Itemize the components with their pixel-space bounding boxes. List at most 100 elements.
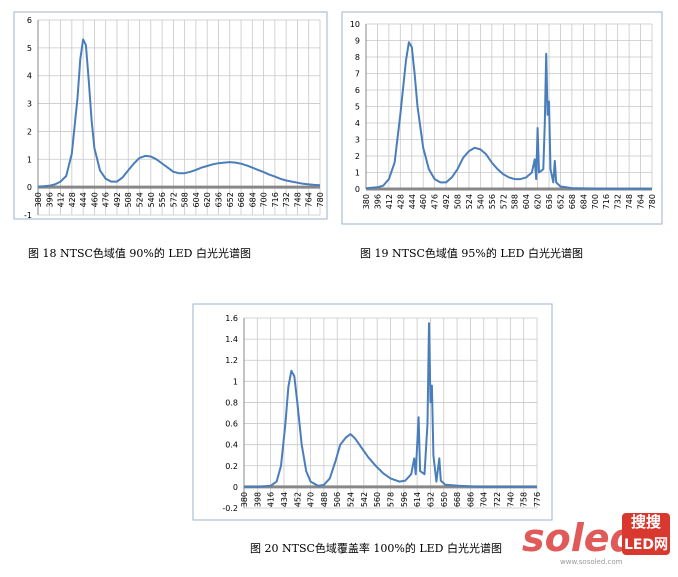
caption: 图 20 NTSC色域覆盖率 100%的 LED 白光光谱图 [250,541,502,555]
x-tick-label: 492 [442,194,451,209]
x-tick-label: 444 [408,194,417,209]
x-tick-label: 722 [493,492,502,507]
x-tick-label: 614 [413,492,422,507]
x-tick-label: 588 [181,192,190,207]
y-tick-label: -0.2 [222,504,238,513]
x-tick-label: 780 [648,194,657,209]
x-tick-label: 540 [476,194,485,209]
x-tick-label: 764 [637,194,646,209]
y-tick-label: 8 [355,53,360,62]
y-tick-label: 1 [27,155,32,164]
x-tick-label: 716 [271,192,280,207]
x-tick-label: 620 [534,194,543,209]
x-tick-label: 732 [282,192,291,207]
y-tick-label: 0 [233,483,238,492]
watermark: soled 搜搜 LED网 www.sosoled.com [522,513,670,566]
spectrum-line [37,38,321,188]
x-tick-label: 704 [480,492,489,507]
x-tick-label: 412 [57,192,66,207]
y-tick-label: 1.2 [225,356,238,365]
x-tick-label: 588 [511,194,520,209]
y-tick-label: 6 [27,16,32,25]
y-tick-label: 0.2 [225,462,238,471]
x-tick-label: 398 [253,492,262,507]
x-tick-label: 684 [248,192,257,207]
x-tick-label: 460 [419,194,428,209]
x-tick-label: 596 [400,492,409,507]
x-tick-label: 652 [226,192,235,207]
x-tick-label: 380 [362,194,371,209]
y-tick-label: 0.4 [225,441,238,450]
x-tick-label: 524 [347,492,356,507]
x-tick-label: 540 [147,192,156,207]
y-tick-label: 1.4 [225,335,238,344]
x-tick-label: 748 [293,192,302,207]
watermark-badge-top: 搜搜 [631,513,662,531]
x-tick-label: 650 [440,492,449,507]
x-tick-label: 508 [124,192,133,207]
x-tick-label: 506 [333,492,342,507]
x-tick-label: 542 [360,492,369,507]
x-tick-label: 492 [113,192,122,207]
x-tick-label: 508 [454,194,463,209]
x-tick-label: 556 [158,192,167,207]
x-tick-label: 686 [466,492,475,507]
x-tick-label: 732 [614,194,623,209]
x-tick-label: 652 [556,194,565,209]
x-tick-label: 452 [293,492,302,507]
chart-frame [192,303,553,521]
x-tick-label: 428 [68,192,77,207]
caption: 图 19 NTSC色域值 95%的 LED 白光光谱图 [360,246,583,260]
watermark-brand: soled [522,516,638,560]
x-tick-label: 380 [34,192,43,207]
x-tick-label: 476 [431,194,440,209]
x-tick-label: 668 [237,192,246,207]
x-tick-label: 716 [602,194,611,209]
x-tick-label: 684 [579,194,588,209]
x-tick-label: 604 [192,192,201,207]
y-tick-label: 4 [27,72,32,81]
chart-frame [341,11,663,225]
y-tick-label: 0 [27,183,32,192]
watermark-badge-bottom: LED网 [624,537,668,553]
y-tick-label: 6 [355,86,360,95]
x-tick-label: 556 [488,194,497,209]
x-tick-label: 700 [591,194,600,209]
x-tick-label: 396 [45,192,54,207]
x-tick-label: 604 [522,194,531,209]
x-tick-label: 578 [387,492,396,507]
y-tick-label: -1 [24,211,32,220]
y-tick-label: 5 [355,103,360,112]
x-tick-label: 668 [568,194,577,209]
y-tick-label: 9 [355,37,360,46]
x-tick-label: 416 [267,492,276,507]
caption: 图 18 NTSC色域值 90%的 LED 白光光谱图 [28,246,251,260]
x-tick-label: 476 [102,192,111,207]
y-tick-label: 1.6 [225,314,238,323]
spectrum-line [365,41,652,190]
y-tick-label: 3 [355,136,360,145]
x-tick-label: 524 [136,192,145,207]
x-tick-label: 636 [214,192,223,207]
x-tick-label: 434 [280,492,289,507]
x-tick-label: 780 [316,192,325,207]
spectrum-line [244,322,537,488]
y-tick-label: 1 [355,169,360,178]
y-tick-label: 2 [355,152,360,161]
x-tick-label: 572 [499,194,508,209]
x-tick-label: 636 [545,194,554,209]
x-tick-label: 748 [625,194,634,209]
watermark-badge [622,513,670,555]
y-tick-label: 5 [27,44,32,53]
x-tick-label: 380 [240,492,249,507]
y-tick-label: 7 [355,70,360,79]
y-tick-label: 10 [350,20,360,29]
x-tick-label: 444 [79,192,88,207]
x-tick-label: 396 [373,194,382,209]
watermark-url: www.sosoled.com [560,558,623,566]
y-tick-label: 2 [27,127,32,136]
y-tick-label: 0 [355,185,360,194]
x-tick-label: 632 [426,492,435,507]
x-tick-label: 776 [533,492,542,507]
